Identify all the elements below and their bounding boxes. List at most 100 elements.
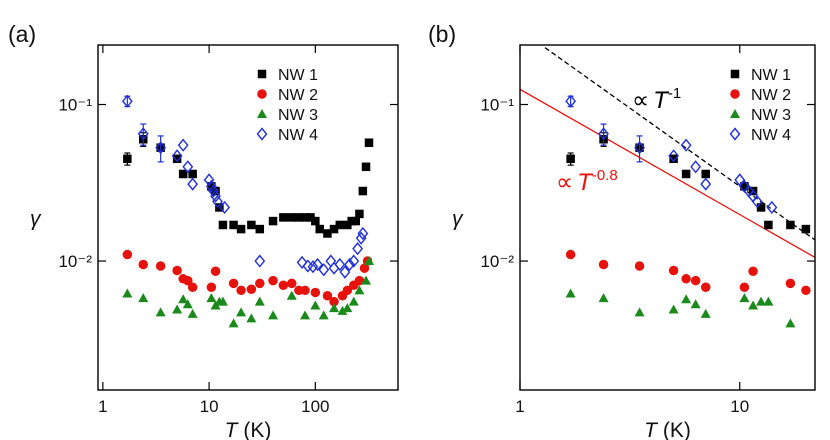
point (756, 296, 767, 306)
point (296, 255, 308, 270)
point (785, 278, 796, 289)
point (287, 213, 297, 222)
legend-label: NW 2 (751, 87, 791, 104)
point (172, 265, 182, 276)
legend-label: NW 1 (278, 67, 318, 84)
y-tick-label: 10⁻¹ (480, 96, 514, 115)
point (315, 224, 324, 234)
x-axis-label: T (K) (644, 419, 691, 440)
point (312, 257, 323, 272)
point (228, 318, 239, 328)
x-axis-label: T (K) (225, 419, 272, 440)
point (785, 318, 796, 328)
x-tick-label: 10 (200, 397, 219, 416)
point (669, 154, 678, 164)
point (206, 282, 217, 293)
point (801, 285, 811, 296)
x-axis-unit: (K) (663, 419, 691, 440)
point (668, 304, 679, 314)
point (188, 169, 197, 179)
point (322, 291, 333, 301)
point (217, 296, 228, 306)
point (701, 169, 710, 179)
point (756, 203, 766, 212)
point (323, 229, 332, 238)
point (121, 94, 133, 108)
point (306, 213, 315, 222)
point (236, 307, 247, 317)
x-tick-label: 100 (301, 397, 329, 416)
point (565, 288, 576, 298)
point (598, 127, 609, 141)
point (329, 224, 339, 234)
point (329, 303, 340, 313)
point (178, 294, 189, 304)
point (300, 310, 311, 320)
point (690, 299, 701, 309)
point (361, 275, 372, 285)
point (171, 149, 183, 163)
fit-line (544, 47, 815, 241)
point (565, 249, 576, 260)
panel-label: (b) (428, 21, 456, 47)
point (310, 300, 321, 310)
point (172, 154, 182, 164)
point (287, 278, 297, 289)
point (155, 307, 166, 317)
point (634, 307, 645, 317)
point (122, 288, 133, 298)
point (354, 285, 365, 295)
point (229, 220, 238, 230)
point (206, 293, 217, 303)
point (680, 138, 692, 152)
fit-symbol: T (653, 87, 670, 114)
panel-label: (a) (8, 21, 36, 47)
plot-frame (97, 44, 399, 391)
fit-symbol: T (577, 169, 594, 196)
legend-label: NW 4 (278, 127, 318, 144)
point (246, 284, 257, 295)
point (255, 224, 265, 234)
point (700, 308, 711, 318)
point (690, 160, 702, 174)
point (286, 290, 297, 300)
legend-label: NW 4 (751, 127, 791, 144)
legend-label: NW 3 (278, 107, 318, 124)
legend-marker (256, 127, 268, 141)
point (178, 169, 188, 179)
point (122, 249, 133, 260)
x-axis-symbol: T (225, 419, 240, 440)
legend-label: NW 2 (278, 87, 318, 104)
x-axis-symbol: T (644, 419, 659, 440)
point (172, 304, 183, 314)
point (183, 275, 193, 286)
point (598, 293, 609, 303)
point (634, 141, 645, 155)
point (310, 287, 321, 298)
point (335, 220, 345, 230)
point (343, 220, 352, 230)
point (212, 194, 223, 209)
point (255, 278, 265, 289)
point (138, 259, 149, 270)
y-tick-label: 10⁻² (480, 252, 514, 271)
point (690, 275, 701, 286)
x-axis-unit: (K) (243, 419, 271, 440)
point (359, 263, 370, 273)
point (329, 296, 339, 307)
point (786, 220, 795, 230)
point (177, 138, 189, 152)
point (210, 189, 221, 203)
y-axis-label: γ (30, 208, 42, 231)
point (739, 282, 750, 293)
legend-marker (257, 69, 267, 79)
point (236, 285, 246, 296)
point (700, 282, 711, 293)
point (763, 296, 774, 306)
point (364, 138, 374, 147)
point (278, 280, 289, 291)
point (187, 308, 198, 318)
point (355, 209, 364, 219)
plot-area (520, 47, 815, 328)
